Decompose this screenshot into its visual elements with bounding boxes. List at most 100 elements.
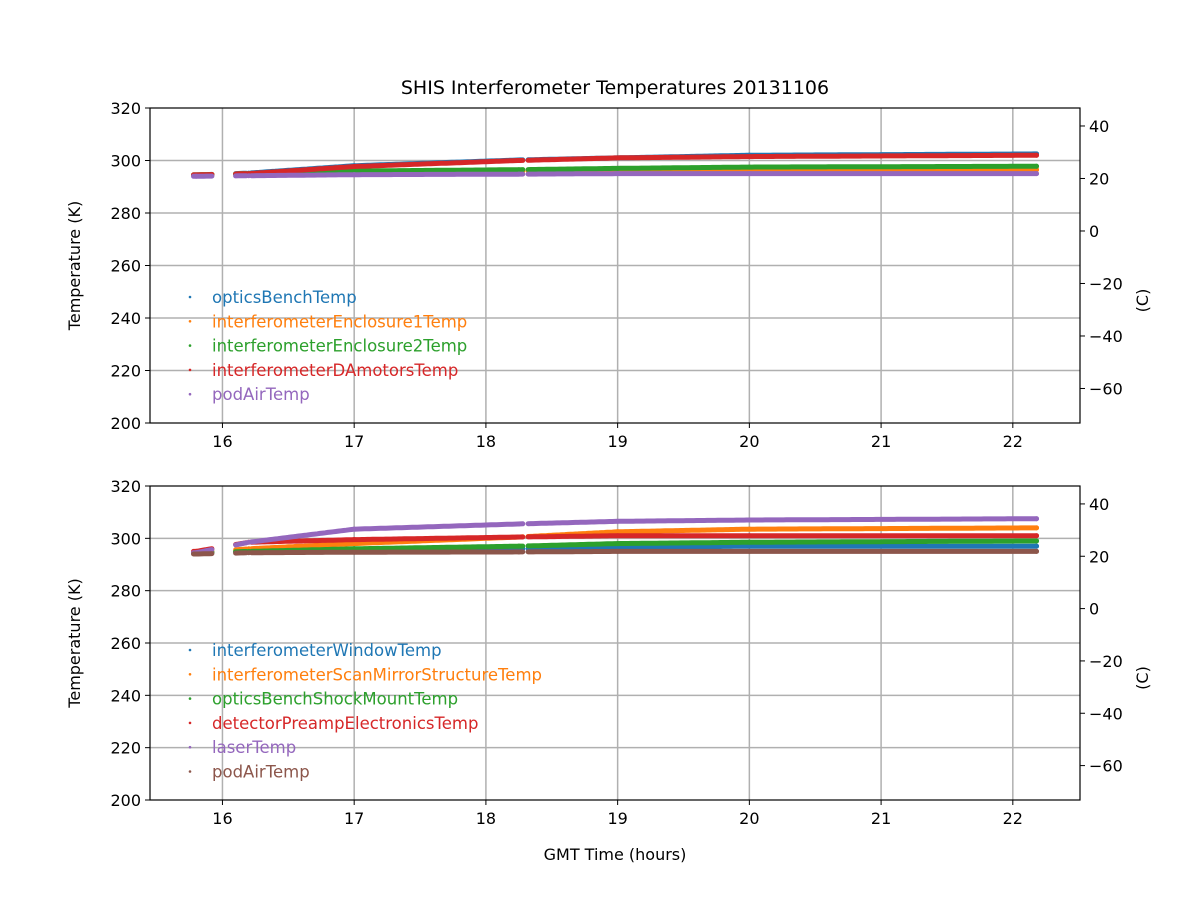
data-point xyxy=(516,521,522,527)
x-tick-label: 20 xyxy=(739,432,759,451)
data-point xyxy=(1034,171,1040,177)
x-tick-label: 20 xyxy=(739,809,759,828)
legend-marker xyxy=(188,320,192,323)
data-point xyxy=(1034,152,1040,158)
data-point xyxy=(615,165,621,171)
x-tick-label: 18 xyxy=(476,432,496,451)
y2-tick-label: 40 xyxy=(1089,495,1109,514)
data-point xyxy=(1034,516,1040,522)
subplot-2: 16 17 18 19 20 21 22200220240260280300320−60−4… xyxy=(65,477,1152,828)
y-tick-label: 280 xyxy=(110,204,141,223)
data-point xyxy=(516,171,522,177)
data-point xyxy=(246,550,252,556)
legend-label: opticsBenchShockMountTemp xyxy=(212,690,458,709)
data-point xyxy=(746,171,752,177)
axes-frame xyxy=(149,485,1081,801)
data-point xyxy=(351,541,357,547)
x-tick-label: 22 xyxy=(1003,432,1023,451)
y2-axis-label: (C) xyxy=(1133,666,1152,690)
series-line-segment xyxy=(248,521,526,545)
x-tick-label: 22 xyxy=(1003,809,1023,828)
series-line-segment xyxy=(525,543,1039,552)
series-line-segment xyxy=(233,540,249,548)
data-point xyxy=(193,551,199,557)
x-tick-label: 21 xyxy=(871,432,891,451)
axes-frame xyxy=(149,107,1081,424)
series-podAirTemp xyxy=(191,548,1040,557)
series-podAirTemp xyxy=(191,171,1040,179)
data-point xyxy=(351,526,357,532)
legend-label: interferometerWindowTemp xyxy=(212,641,442,660)
series-line-segment xyxy=(525,171,1039,177)
legend-marker xyxy=(188,721,192,725)
series-line-segment xyxy=(525,152,1039,163)
data-point xyxy=(351,164,357,170)
series-line-segment xyxy=(248,549,526,556)
data-point xyxy=(746,539,752,545)
data-point xyxy=(351,172,357,178)
series-line-segment xyxy=(525,548,1039,555)
series-line-segment xyxy=(248,157,526,176)
data-point xyxy=(746,543,752,549)
y2-tick-label: −20 xyxy=(1089,652,1123,671)
legend-label: detectorPreampElectronicsTemp xyxy=(212,714,478,733)
legend-label: laserTemp xyxy=(212,738,296,757)
data-point xyxy=(615,544,621,550)
data-point xyxy=(1034,548,1040,554)
data-point xyxy=(1034,525,1040,531)
y-tick-label: 260 xyxy=(110,634,141,653)
y-tick-label: 220 xyxy=(110,739,141,758)
y-tick-label: 320 xyxy=(110,99,141,118)
data-point xyxy=(516,167,522,173)
data-point xyxy=(516,534,522,540)
y-tick-label: 300 xyxy=(110,152,141,171)
data-point xyxy=(351,537,357,543)
data-point xyxy=(516,543,522,549)
legend-marker xyxy=(188,295,192,299)
data-point xyxy=(1034,543,1040,549)
x-tick-label: 16 xyxy=(212,809,232,828)
series-line-segment xyxy=(525,516,1039,527)
y-tick-label: 240 xyxy=(110,309,141,328)
x-tick-label: 17 xyxy=(344,432,364,451)
series-laserTemp xyxy=(191,516,1040,556)
legend-marker xyxy=(188,697,192,700)
x-tick-label: 21 xyxy=(871,809,891,828)
data-point xyxy=(615,155,621,161)
legend-label: interferometerEnclosure2Temp xyxy=(212,337,467,356)
series-line-segment xyxy=(525,163,1039,173)
y-tick-label: 240 xyxy=(110,686,141,705)
legend-marker xyxy=(188,745,192,749)
y2-tick-label: 40 xyxy=(1089,117,1109,136)
data-point xyxy=(193,173,199,179)
data-point xyxy=(615,541,621,547)
data-point xyxy=(615,533,621,539)
x-tick-label: 19 xyxy=(607,432,627,451)
legend-marker xyxy=(188,770,192,773)
data-point xyxy=(246,539,252,545)
y2-tick-label: 20 xyxy=(1089,547,1109,566)
chart-title: SHIS Interferometer Temperatures 2013110… xyxy=(401,77,829,99)
y-tick-label: 200 xyxy=(110,414,141,433)
y-tick-label: 280 xyxy=(110,582,141,601)
data-point xyxy=(1034,538,1040,544)
y-tick-label: 320 xyxy=(110,477,141,496)
legend-label: interferometerDAmotorsTemp xyxy=(212,361,458,380)
y-tick-label: 220 xyxy=(110,362,141,381)
legend-marker xyxy=(188,392,192,396)
y2-tick-label: −40 xyxy=(1089,704,1123,723)
y2-axis-label: (C) xyxy=(1133,289,1152,313)
series-line-segment xyxy=(525,533,1039,540)
y-axis-label: Temperature (K) xyxy=(65,578,84,708)
data-point xyxy=(1034,163,1040,169)
data-point xyxy=(615,518,621,524)
subplot-1: 16 17 18 19 20 21 22200220240260280300320−60−4… xyxy=(65,99,1152,451)
legend-label: opticsBenchTemp xyxy=(212,288,357,307)
y2-tick-label: −40 xyxy=(1089,327,1123,346)
x-tick-label: 17 xyxy=(344,809,364,828)
x-axis-label: GMT Time (hours) xyxy=(544,845,687,864)
legend-marker xyxy=(188,344,192,347)
y2-tick-label: −20 xyxy=(1089,274,1123,293)
y2-tick-label: −60 xyxy=(1089,757,1123,776)
